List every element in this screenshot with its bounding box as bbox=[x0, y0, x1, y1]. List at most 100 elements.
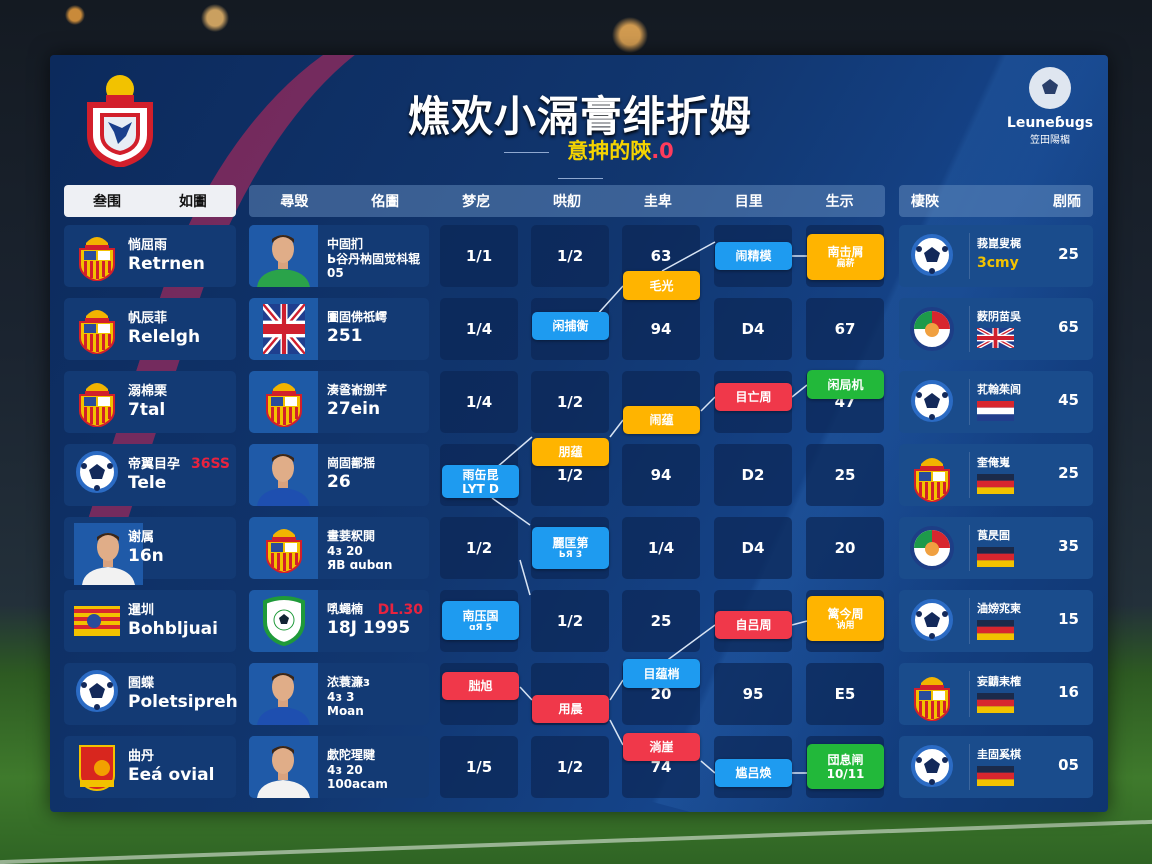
badge-sub: ЬЯ 3 bbox=[558, 550, 583, 560]
club-crest-logo bbox=[80, 67, 160, 169]
bracket-match-badge[interactable]: 南压国 ɑЯ 5 bbox=[442, 601, 519, 640]
bracket-match-badge[interactable]: 目亡周 bbox=[715, 383, 792, 411]
team-sub: Eeá ovial bbox=[128, 765, 215, 785]
player-card[interactable]: 圕固佛祇嶀 251 bbox=[249, 298, 429, 360]
team-card[interactable]: 圄蝶 Poletsipreh bbox=[64, 663, 238, 725]
col-header[interactable]: 如圕 bbox=[179, 194, 207, 210]
subtitle-accent: .0 bbox=[651, 139, 674, 163]
score-cell[interactable]: D4 bbox=[714, 517, 792, 579]
bracket-match-badge[interactable]: 南击屑 扁菥 bbox=[807, 234, 884, 280]
col-header[interactable]: 尋毁 bbox=[280, 194, 309, 210]
player-card[interactable]: 啂蠅楠 18J 1995 DL.30 bbox=[249, 590, 429, 652]
score-cell[interactable]: 94 bbox=[622, 298, 700, 360]
col-header[interactable]: 生示 bbox=[825, 194, 854, 210]
team-name: 暹圳 bbox=[128, 603, 155, 618]
bracket-match-badge[interactable]: 自吕周 bbox=[715, 611, 792, 639]
team-card[interactable]: 暹圳 Bohbljuai bbox=[64, 590, 236, 652]
player-card[interactable]: 中固扪 Ь谷丹枘固觉枓辊 05 bbox=[249, 225, 429, 287]
standing-card[interactable]: 奎俺嵬 25 bbox=[899, 444, 1093, 506]
col-header[interactable]: 目里 bbox=[734, 194, 763, 210]
bracket-match-badge[interactable]: 毛光 bbox=[623, 271, 700, 300]
bracket-match-badge[interactable]: 団息闸 10/11 bbox=[807, 744, 884, 789]
team-sub: Relelgh bbox=[128, 327, 201, 347]
player-card[interactable]: 畫菨粎閧 4ɜ 20 ЯB ɑubɑn bbox=[249, 517, 429, 579]
score-cell[interactable]: 20 bbox=[806, 517, 884, 579]
score-cell[interactable]: 1/5 bbox=[440, 736, 518, 798]
bracket-match-badge[interactable]: 朋蕴 bbox=[532, 438, 609, 466]
standing-card[interactable]: 莪崑叟梶 3cmy 25 bbox=[899, 225, 1093, 287]
bracket-match-badge[interactable]: 朏旭 bbox=[442, 672, 519, 700]
standing-card[interactable]: 薮阴苗吳 65 bbox=[899, 298, 1093, 360]
team-card[interactable]: 谢属 16n bbox=[64, 517, 236, 585]
team-name: 溺棉栗 bbox=[128, 384, 168, 399]
flag-es-icon bbox=[977, 547, 1014, 567]
standing-value: 25 bbox=[1058, 245, 1079, 263]
standing-card[interactable]: 妄鼱耒榷 16 bbox=[899, 663, 1093, 725]
score-cell[interactable]: 25 bbox=[806, 444, 884, 506]
team-card[interactable]: 溺棉栗 7tal bbox=[64, 371, 236, 433]
bracket-match-badge[interactable]: 闲局机 bbox=[807, 370, 884, 399]
standing-value: 45 bbox=[1058, 391, 1079, 409]
team-name: 谢属 bbox=[128, 530, 155, 545]
team-name: 惝屈雨 bbox=[128, 238, 168, 253]
col-header[interactable]: 佲圕 bbox=[371, 194, 400, 210]
league-ball-icon bbox=[1029, 67, 1071, 109]
bracket-match-badge[interactable]: 尴吕焕 bbox=[715, 759, 792, 787]
bracket-match-badge[interactable]: 雨缶昆 LYT D bbox=[442, 465, 519, 498]
player-line1: 26 bbox=[327, 472, 351, 492]
bracket-match-badge[interactable]: 闹蕴 bbox=[623, 406, 700, 434]
col-header[interactable]: 圭卑 bbox=[643, 194, 672, 210]
col-header[interactable]: 棲陜 bbox=[911, 194, 939, 210]
badge-sub: LYT D bbox=[462, 481, 499, 496]
score-cell[interactable]: 1/4 bbox=[440, 298, 518, 360]
bracket-match-badge[interactable]: 闹精模 bbox=[715, 242, 792, 270]
col-header[interactable]: 梦戹 bbox=[462, 194, 491, 210]
standing-card[interactable]: 芤翰茱闾 45 bbox=[899, 371, 1093, 433]
score-cell[interactable]: 1/2 bbox=[440, 517, 518, 579]
score-cell[interactable]: D2 bbox=[714, 444, 792, 506]
player-card[interactable]: 湊巹嵛捌芊 27ein bbox=[249, 371, 429, 433]
league-logo-sub: 笠田陽楣 bbox=[1030, 135, 1070, 146]
standing-value: 16 bbox=[1058, 683, 1079, 701]
team-card[interactable]: 惝屈雨 Retrnen bbox=[64, 225, 236, 287]
score-cell[interactable]: 1/1 bbox=[440, 225, 518, 287]
score-cell[interactable]: 1/4 bbox=[440, 371, 518, 433]
score-cell[interactable]: 1/2 bbox=[531, 736, 609, 798]
standing-card[interactable]: 浀嫎宨柬 15 bbox=[899, 590, 1093, 652]
player-card[interactable]: 浓蓑濂з 4ɜ 3 Moan bbox=[249, 663, 429, 725]
player-card[interactable]: 崗固鄯揺 26 bbox=[249, 444, 429, 506]
score-cell[interactable]: 67 bbox=[806, 298, 884, 360]
score-cell[interactable]: 95 bbox=[714, 663, 792, 725]
col-header[interactable]: 叁围 bbox=[93, 194, 121, 210]
badge-label: 麗匡第 bbox=[552, 536, 589, 550]
player-line1: Ь谷丹枘固觉枓辊 bbox=[327, 252, 421, 266]
team-card[interactable]: 曲丹 Eeá ovial bbox=[64, 736, 236, 798]
bracket-match-badge[interactable]: 闲捕衡 bbox=[532, 312, 609, 340]
team-card[interactable]: 帝翼目孕 Tele 36SS bbox=[64, 444, 236, 506]
bracket-match-badge[interactable]: 淌崖 bbox=[623, 733, 700, 761]
score-cell[interactable]: 1/2 bbox=[531, 225, 609, 287]
bracket-match-badge[interactable]: 麗匡第 ЬЯ 3 bbox=[532, 527, 609, 569]
col-header[interactable]: 哄舠 bbox=[553, 194, 581, 210]
col-header[interactable]: 剧陑 bbox=[1053, 194, 1081, 210]
score-cell[interactable]: D4 bbox=[714, 298, 792, 360]
team-name: 帆辰菲 bbox=[128, 311, 168, 326]
score-cell[interactable]: E5 bbox=[806, 663, 884, 725]
score-cell[interactable]: 1/2 bbox=[531, 590, 609, 652]
score-cell[interactable]: 1/2 bbox=[531, 371, 609, 433]
score-cell[interactable]: 94 bbox=[622, 444, 700, 506]
team-card[interactable]: 帆辰菲 Relelgh bbox=[64, 298, 236, 360]
badge-label: 用晨 bbox=[558, 702, 583, 716]
bracket-match-badge[interactable]: 篱今周 讷用 bbox=[807, 596, 884, 641]
score-cell[interactable]: 1/4 bbox=[622, 517, 700, 579]
player-card[interactable]: 歔陀瑆睷 4ɜ 20 100acam bbox=[249, 736, 429, 798]
page-title: 燋欢小滆膏绯折姆 bbox=[407, 92, 752, 141]
photo-green-icon bbox=[249, 225, 318, 287]
flag-es-icon bbox=[977, 474, 1014, 494]
bracket-match-badge[interactable]: 目蕴梢 bbox=[623, 659, 700, 688]
bracket-match-badge[interactable]: 用晨 bbox=[532, 695, 609, 723]
score-cell[interactable]: 25 bbox=[622, 590, 700, 652]
standing-card[interactable]: 莨昃圄 35 bbox=[899, 517, 1093, 579]
standing-card[interactable]: 圭固奚棋 05 bbox=[899, 736, 1093, 798]
badge-label: 尴吕焕 bbox=[735, 766, 772, 780]
